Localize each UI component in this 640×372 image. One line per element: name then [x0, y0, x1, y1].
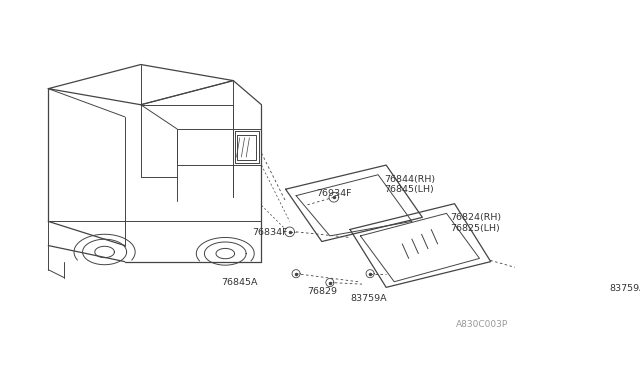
- Text: 76825(LH): 76825(LH): [451, 224, 500, 233]
- Text: 76834F: 76834F: [252, 228, 287, 237]
- Text: 76845A: 76845A: [221, 278, 258, 287]
- Text: 76829: 76829: [307, 287, 337, 296]
- Text: 83759A: 83759A: [350, 294, 387, 303]
- Text: 76824(RH): 76824(RH): [451, 214, 502, 222]
- Text: 76844(RH): 76844(RH): [385, 175, 436, 184]
- Text: 76934F: 76934F: [316, 189, 351, 198]
- Text: 76845(LH): 76845(LH): [385, 185, 435, 194]
- Text: 83759A: 83759A: [609, 284, 640, 293]
- Text: A830C003P: A830C003P: [456, 320, 508, 329]
